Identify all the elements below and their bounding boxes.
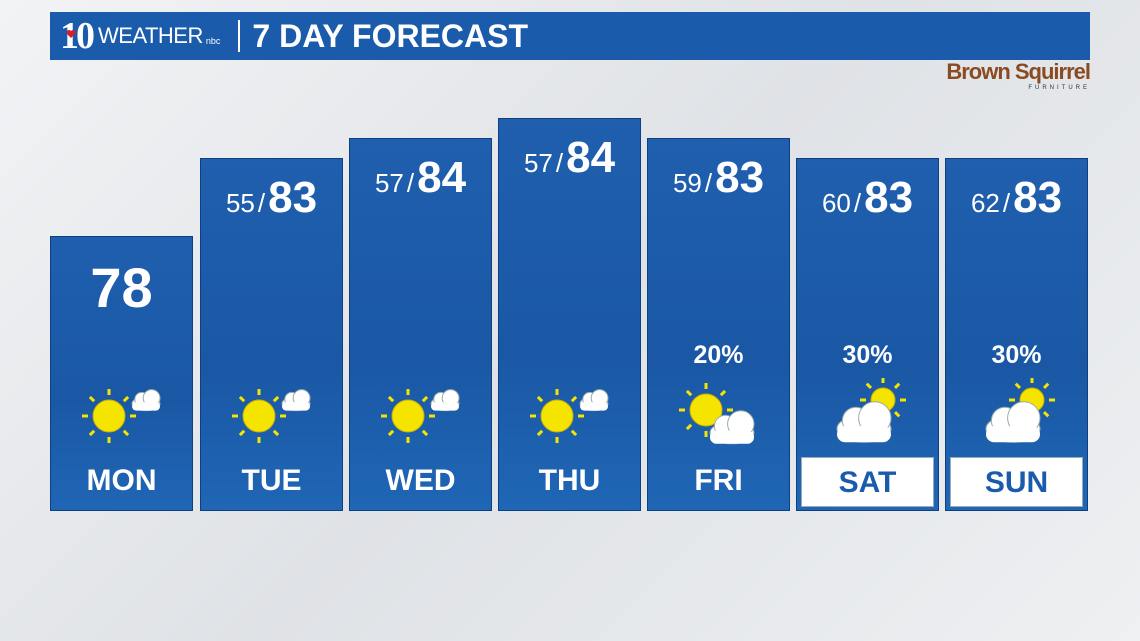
precip-chance: 30% — [991, 341, 1042, 369]
sun-small-cloud-icon — [521, 378, 621, 448]
page-title: 7 DAY FORECAST — [252, 17, 529, 54]
slash: / — [704, 168, 713, 198]
day-column-sat: 60/83 30% SAT — [796, 158, 939, 511]
mostly-cloudy-icon — [968, 377, 1068, 448]
temps: 57/84 — [499, 133, 640, 183]
divider — [238, 20, 241, 52]
high-temp: 83 — [1013, 173, 1063, 222]
day-label: MON — [86, 464, 157, 497]
day-column-mon: 78 MON — [50, 236, 193, 511]
day-label: SAT — [801, 457, 934, 507]
slash: / — [853, 188, 862, 218]
low-temp: 59 — [672, 168, 702, 198]
day-label: WED — [385, 464, 456, 497]
high-temp: 84 — [566, 133, 616, 182]
temps: 57/84 — [350, 153, 491, 203]
sun-small-cloud-icon — [372, 378, 472, 448]
day-label: TUE — [241, 464, 302, 497]
day-label: THU — [538, 464, 601, 497]
day-column-fri: 59/83 20% FRI — [647, 138, 790, 511]
low-temp: 57 — [523, 148, 553, 178]
header-bar: 10 WEATHER nbc 7 DAY FORECAST — [50, 12, 1090, 60]
temps: 60/83 — [797, 173, 938, 223]
low-temp: 55 — [225, 188, 255, 218]
temps: 55/83 — [201, 173, 342, 223]
logo-number: 10 — [60, 15, 95, 57]
day-label: SUN — [950, 457, 1083, 507]
precip-chance: 30% — [842, 341, 893, 369]
slash: / — [555, 148, 564, 178]
logo-weather-text: WEATHER — [98, 23, 203, 48]
precip-chance: 20% — [693, 341, 744, 369]
slash: / — [257, 188, 266, 218]
day-column-wed: 57/84 WED — [349, 138, 492, 511]
day-column-tue: 55/83 TUE — [200, 158, 343, 511]
partly-sunny-icon — [670, 378, 770, 448]
high-temp: 84 — [417, 153, 467, 202]
high-temp: 83 — [864, 173, 914, 222]
temps: 59/83 — [648, 153, 789, 203]
low-temp: 60 — [821, 188, 851, 218]
mostly-cloudy-icon — [819, 377, 919, 448]
temps: 62/83 — [946, 173, 1087, 223]
day-label: FRI — [694, 464, 743, 497]
low-temp: 62 — [970, 188, 1000, 218]
high-temp: 83 — [268, 173, 318, 222]
sun-small-cloud-icon — [223, 378, 323, 448]
heart-icon — [66, 30, 76, 38]
sponsor-name: Brown Squirrel — [946, 59, 1091, 84]
station-logo: 10 — [60, 14, 95, 58]
high-temp: 83 — [715, 153, 765, 202]
nbc-peacock-icon: nbc — [205, 36, 221, 46]
current-temp: 78 — [90, 256, 153, 319]
day-column-sun: 62/83 30% SUN — [945, 158, 1088, 511]
slash: / — [1002, 188, 1011, 218]
sun-small-cloud-icon — [73, 378, 173, 448]
slash: / — [406, 168, 415, 198]
sponsor-logo: Brown Squirrel FURNITURE — [890, 59, 1091, 92]
day-column-thu: 57/84 THU — [498, 118, 641, 511]
low-temp: 57 — [374, 168, 404, 198]
sponsor-sub: FURNITURE — [1028, 85, 1090, 91]
